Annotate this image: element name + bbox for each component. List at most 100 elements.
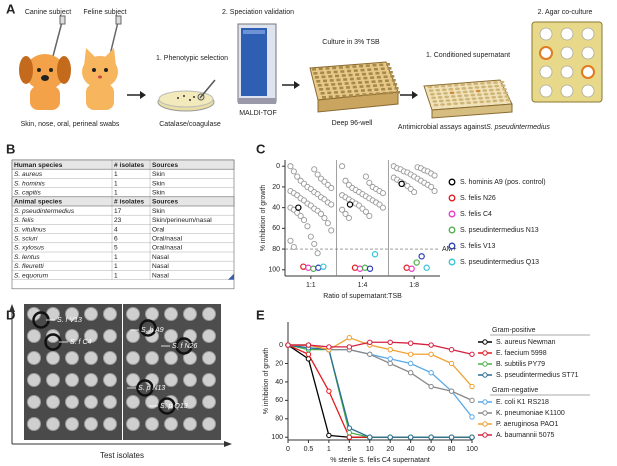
table-header-cell: Animal species xyxy=(14,199,62,206)
data-point xyxy=(356,265,364,272)
well xyxy=(349,77,354,81)
legend-label: K. pneumoniae K1100 xyxy=(496,410,565,417)
colony-well xyxy=(84,417,98,431)
well xyxy=(444,95,450,99)
data-point xyxy=(387,356,393,362)
agar-well xyxy=(539,27,553,41)
data-point xyxy=(305,342,312,348)
well xyxy=(435,88,441,92)
table-cell: 6 xyxy=(114,235,118,242)
well xyxy=(348,73,353,77)
panel-e: E xyxy=(256,307,265,322)
well xyxy=(499,99,504,102)
well xyxy=(352,85,357,89)
text: Canine subject xyxy=(25,9,71,16)
text: 2. Agar co-culture xyxy=(538,9,593,16)
well xyxy=(481,85,486,89)
table-cell: Skin xyxy=(152,208,165,215)
colony-well xyxy=(202,307,216,321)
colony-well xyxy=(183,373,197,387)
agar-well xyxy=(560,46,574,60)
well xyxy=(493,81,498,84)
agar-well xyxy=(581,65,595,79)
well xyxy=(393,83,398,86)
colony-well xyxy=(84,373,98,387)
table-cell: 5 xyxy=(114,245,118,252)
y-axis-label: % inhibition of growth xyxy=(260,185,267,252)
data-point xyxy=(346,425,353,431)
axis-arrows xyxy=(9,304,232,447)
data-point xyxy=(448,360,455,367)
well xyxy=(320,71,325,75)
well xyxy=(394,87,399,90)
well xyxy=(450,95,456,98)
table-cell: 1 xyxy=(114,272,118,279)
table-cell: Nasal xyxy=(152,254,169,261)
data-point xyxy=(403,264,410,271)
animals-part xyxy=(19,56,33,84)
colony-well xyxy=(183,417,197,431)
well xyxy=(458,98,464,101)
well xyxy=(325,67,330,70)
y-axis-label: % inhibition of growth xyxy=(263,348,270,415)
colony-well xyxy=(164,329,178,343)
table-cell: 23 xyxy=(114,217,122,224)
data-point xyxy=(428,370,434,376)
colony-well xyxy=(164,417,178,431)
animals-part xyxy=(25,54,65,90)
well xyxy=(469,90,475,93)
x-tick-label: 0 xyxy=(286,446,290,453)
data-point xyxy=(407,360,414,367)
legend-label: B. subtilis PY79 xyxy=(496,361,545,368)
plate-label: S. f N26 xyxy=(172,343,197,350)
x-tick-label: 1:1 xyxy=(306,282,316,289)
colony-well xyxy=(103,417,117,431)
text: Deep 96-well xyxy=(332,120,373,127)
well xyxy=(336,78,341,82)
well xyxy=(441,88,447,91)
data-point xyxy=(317,210,325,217)
data-point xyxy=(310,265,317,272)
well xyxy=(379,63,384,67)
legend-marker xyxy=(482,350,488,356)
data-point xyxy=(346,344,353,350)
x-tick-label: 80 xyxy=(448,446,456,453)
text: S. pseudintermedius xyxy=(486,124,550,131)
data-point xyxy=(428,434,434,440)
well xyxy=(443,91,448,95)
well xyxy=(341,74,346,77)
colony-well xyxy=(103,395,117,409)
colony-well xyxy=(27,351,41,365)
well xyxy=(379,83,384,87)
colony-well xyxy=(103,373,117,387)
x-tick-label: 100 xyxy=(466,446,478,453)
table-cell: S. aureus xyxy=(14,171,43,178)
colony-well xyxy=(164,307,178,321)
x-tick-label: 0.5 xyxy=(304,446,314,453)
data-point xyxy=(304,223,311,230)
well xyxy=(479,100,485,104)
legend-label: S. pseudintermedius Q13 xyxy=(460,259,539,266)
well xyxy=(332,66,337,70)
well xyxy=(479,82,485,85)
colony-well xyxy=(126,307,140,321)
colony-well xyxy=(84,329,98,343)
text: Antimicrobial assays against xyxy=(398,124,486,131)
data-point xyxy=(305,351,312,357)
well xyxy=(492,99,498,103)
data-point xyxy=(321,214,328,222)
well xyxy=(361,72,366,76)
table-cell: 1 xyxy=(114,254,118,261)
well xyxy=(505,98,511,102)
panel-label: E xyxy=(256,307,265,322)
table-cell: Nasal xyxy=(152,272,169,279)
colony-well xyxy=(65,395,79,409)
petri-dish-part xyxy=(189,99,191,101)
well xyxy=(473,82,479,86)
well xyxy=(316,80,321,83)
well xyxy=(483,92,489,96)
colony-well xyxy=(27,329,41,343)
table-header-cell: # isolates xyxy=(114,199,144,206)
agar-well xyxy=(560,84,574,98)
y-tick-label: 60 xyxy=(272,225,280,232)
